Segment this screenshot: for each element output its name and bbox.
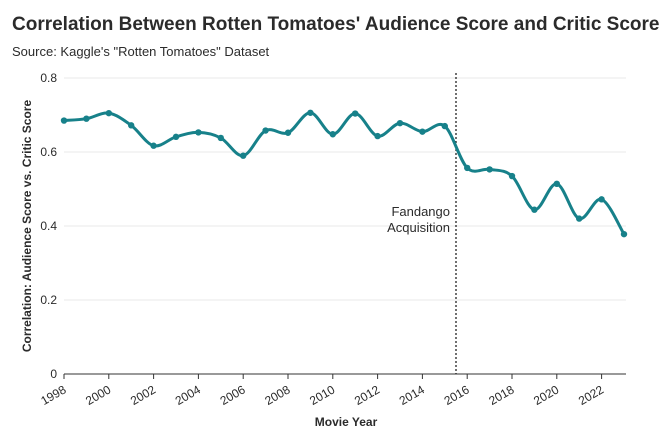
gridlines xyxy=(64,77,626,301)
data-point xyxy=(419,128,426,135)
data-point xyxy=(620,230,628,238)
x-tick-label: 2006 xyxy=(218,382,248,408)
annotation-label-line-1: Fandango xyxy=(391,204,450,219)
series-line xyxy=(62,111,626,236)
y-tick-label: 0.8 xyxy=(40,71,57,85)
y-axis-ticks: 0 0.2 0.4 0.6 0.8 xyxy=(40,71,57,381)
data-point xyxy=(172,133,180,141)
data-point xyxy=(576,215,583,222)
y-tick-label: 0.4 xyxy=(40,219,57,233)
data-point xyxy=(508,172,516,180)
x-tick-label: 2010 xyxy=(307,382,337,408)
x-tick-label: 2016 xyxy=(442,382,472,408)
chart-title: Correlation Between Rotten Tomatoes' Aud… xyxy=(12,14,660,35)
chart-subtitle: Source: Kaggle's "Rotten Tomatoes" Datas… xyxy=(12,44,270,59)
data-point xyxy=(329,131,336,138)
data-point xyxy=(441,122,448,130)
data-point xyxy=(553,180,560,188)
y-tick-label: 0.6 xyxy=(40,145,57,159)
data-point xyxy=(105,109,113,117)
data-point xyxy=(464,164,471,172)
data-point xyxy=(284,129,292,136)
data-point xyxy=(396,119,404,127)
data-point xyxy=(262,127,269,134)
x-tick-label: 2004 xyxy=(173,382,203,408)
data-point xyxy=(150,142,157,149)
x-tick-label: 2014 xyxy=(397,382,427,408)
x-tick-label: 2000 xyxy=(83,382,113,408)
x-tick-label: 1998 xyxy=(38,382,68,408)
data-point xyxy=(217,134,224,142)
x-tick-label: 2012 xyxy=(352,382,382,408)
x-tick-label: 2002 xyxy=(128,382,158,408)
data-point xyxy=(60,117,68,124)
data-point xyxy=(486,166,493,173)
x-tick-label: 2020 xyxy=(531,382,561,408)
annotation-label-line-2: Acquisition xyxy=(387,220,450,235)
data-point xyxy=(374,132,381,140)
series-points xyxy=(60,109,628,238)
x-tick-label: 2018 xyxy=(486,382,516,408)
data-point xyxy=(195,129,202,136)
y-tick-label: 0.2 xyxy=(40,293,57,307)
x-tick-label: 2022 xyxy=(576,382,606,408)
data-point xyxy=(307,109,314,116)
data-point xyxy=(83,115,90,122)
data-point xyxy=(598,196,605,203)
x-tick-label: 2008 xyxy=(262,382,292,408)
data-point xyxy=(128,122,135,129)
y-axis-title: Correlation: Audience Score vs. Critic S… xyxy=(20,100,34,353)
data-point xyxy=(352,110,359,117)
x-axis-ticks: 1998 2000 2002 2004 2006 2008 2010 2012 2014 2016… xyxy=(38,374,606,408)
data-point xyxy=(240,152,247,159)
y-tick-label: 0 xyxy=(50,367,57,381)
data-point xyxy=(531,206,538,213)
x-axis-title: Movie Year xyxy=(315,415,378,429)
